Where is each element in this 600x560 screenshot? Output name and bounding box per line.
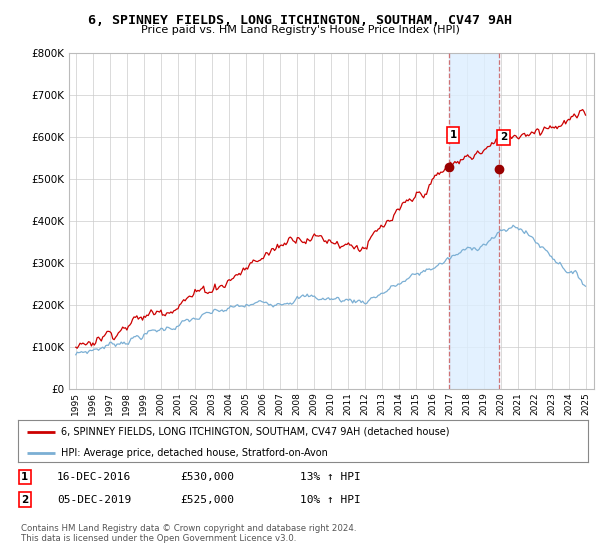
Text: 1: 1	[21, 472, 28, 482]
Text: 2: 2	[21, 494, 28, 505]
Text: 05-DEC-2019: 05-DEC-2019	[57, 494, 131, 505]
Text: 1: 1	[449, 130, 457, 140]
Text: 16-DEC-2016: 16-DEC-2016	[57, 472, 131, 482]
Text: 6, SPINNEY FIELDS, LONG ITCHINGTON, SOUTHAM, CV47 9AH: 6, SPINNEY FIELDS, LONG ITCHINGTON, SOUT…	[88, 14, 512, 27]
Text: £530,000: £530,000	[180, 472, 234, 482]
Bar	[449, 53, 499, 389]
Text: 6, SPINNEY FIELDS, LONG ITCHINGTON, SOUTHAM, CV47 9AH (detached house): 6, SPINNEY FIELDS, LONG ITCHINGTON, SOUT…	[61, 427, 449, 437]
Text: 10% ↑ HPI: 10% ↑ HPI	[300, 494, 361, 505]
Text: HPI: Average price, detached house, Stratford-on-Avon: HPI: Average price, detached house, Stra…	[61, 448, 328, 458]
Text: 13% ↑ HPI: 13% ↑ HPI	[300, 472, 361, 482]
Text: 2: 2	[500, 132, 507, 142]
Text: Price paid vs. HM Land Registry's House Price Index (HPI): Price paid vs. HM Land Registry's House …	[140, 25, 460, 35]
Text: Contains HM Land Registry data © Crown copyright and database right 2024.
This d: Contains HM Land Registry data © Crown c…	[21, 524, 356, 543]
Text: £525,000: £525,000	[180, 494, 234, 505]
